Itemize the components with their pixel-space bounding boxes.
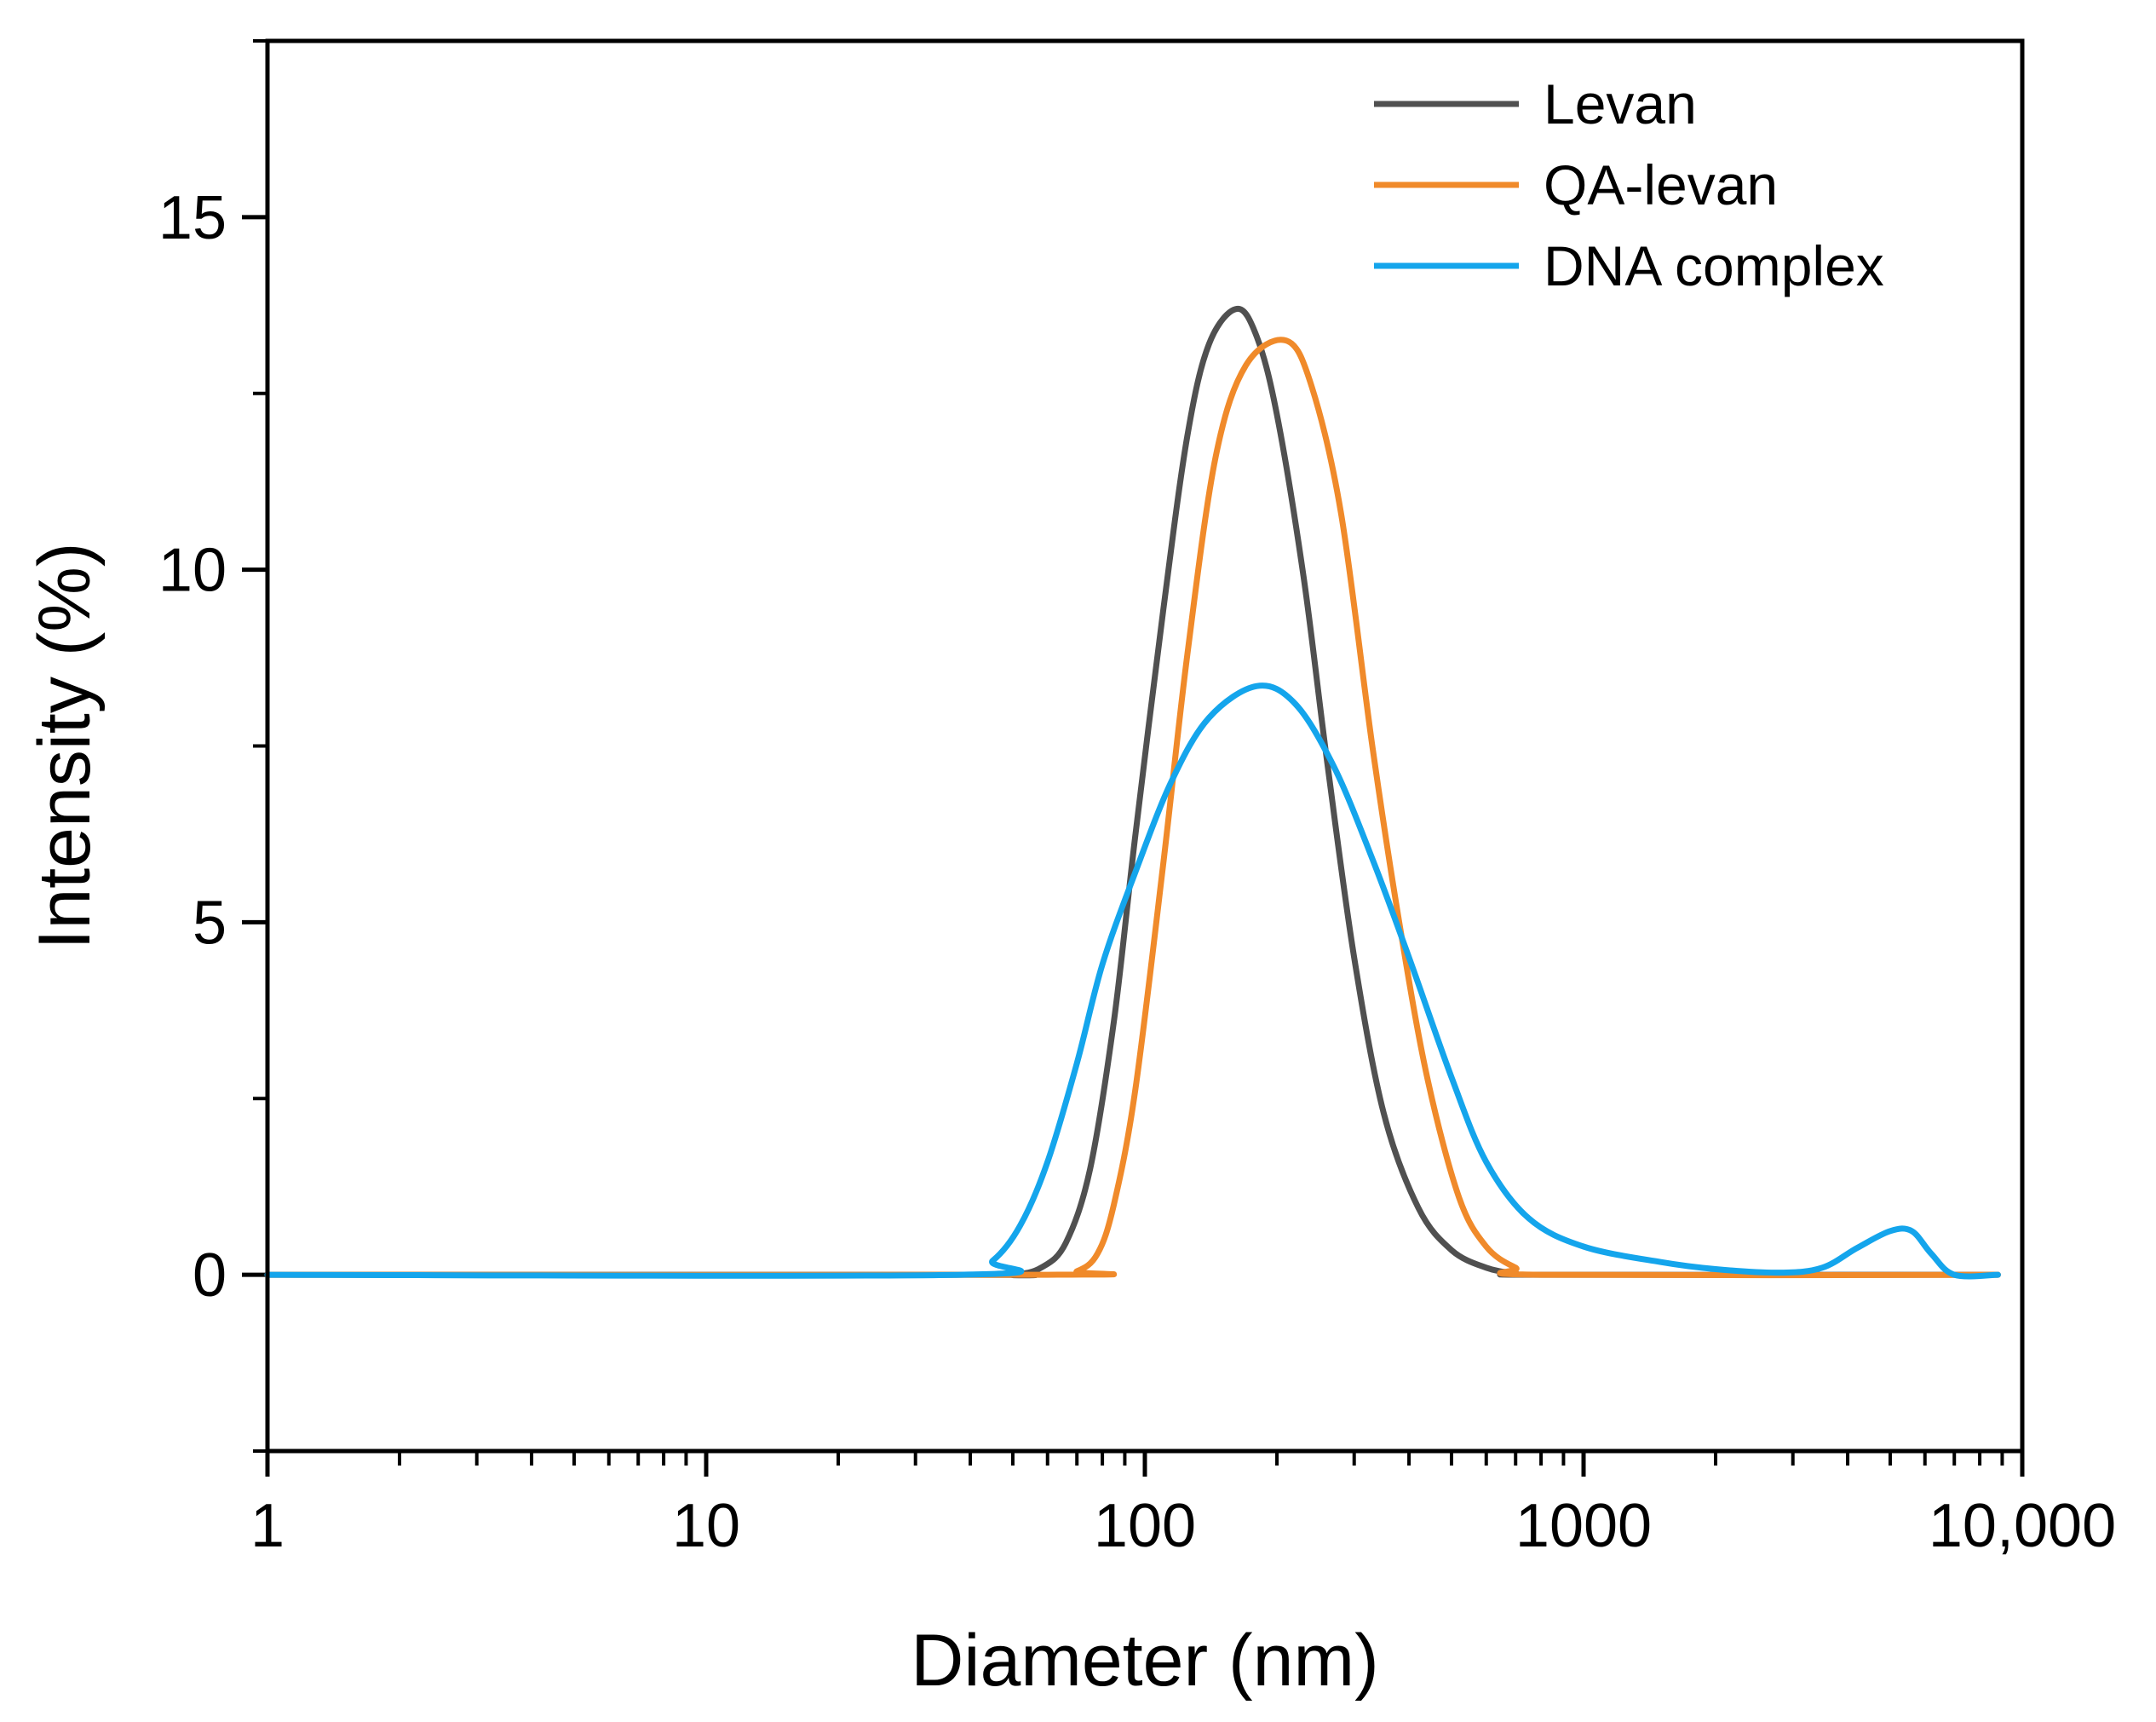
plot-frame: [265, 38, 2025, 1454]
legend-label-levan: Levan: [1544, 72, 1697, 135]
x-tick-label: 1: [250, 1492, 285, 1560]
legend: Levan QA-levan DNA complex: [1374, 72, 1884, 297]
labels-layer: 1 10 100 1000 10,000 0 5 10 15 Diameter (nm) Inten…: [24, 184, 2116, 1702]
x-tick-label: 10: [672, 1492, 740, 1560]
x-tick-label: 1000: [1515, 1492, 1652, 1560]
series-line-dna-complex: [264, 682, 2001, 1280]
x-axis-title: Diameter (nm): [911, 1620, 1379, 1702]
y-tick-label: 10: [158, 537, 227, 605]
legend-label-qa-levan: QA-levan: [1544, 153, 1778, 216]
ticks-layer: [242, 39, 2025, 1477]
lines-layer: [264, 306, 2001, 1280]
series-line-levan: [264, 306, 2001, 1279]
series-line-qa-levan: [264, 337, 2001, 1279]
x-tick-label: 10,000: [1929, 1492, 2116, 1560]
x-tick-label: 100: [1094, 1492, 1196, 1560]
y-tick-label: 0: [193, 1241, 227, 1310]
legend-label-dna-complex: DNA complex: [1544, 234, 1884, 297]
y-axis-title: Intensity (%): [24, 543, 106, 950]
y-tick-label: 15: [158, 184, 227, 252]
y-tick-label: 5: [193, 889, 227, 957]
